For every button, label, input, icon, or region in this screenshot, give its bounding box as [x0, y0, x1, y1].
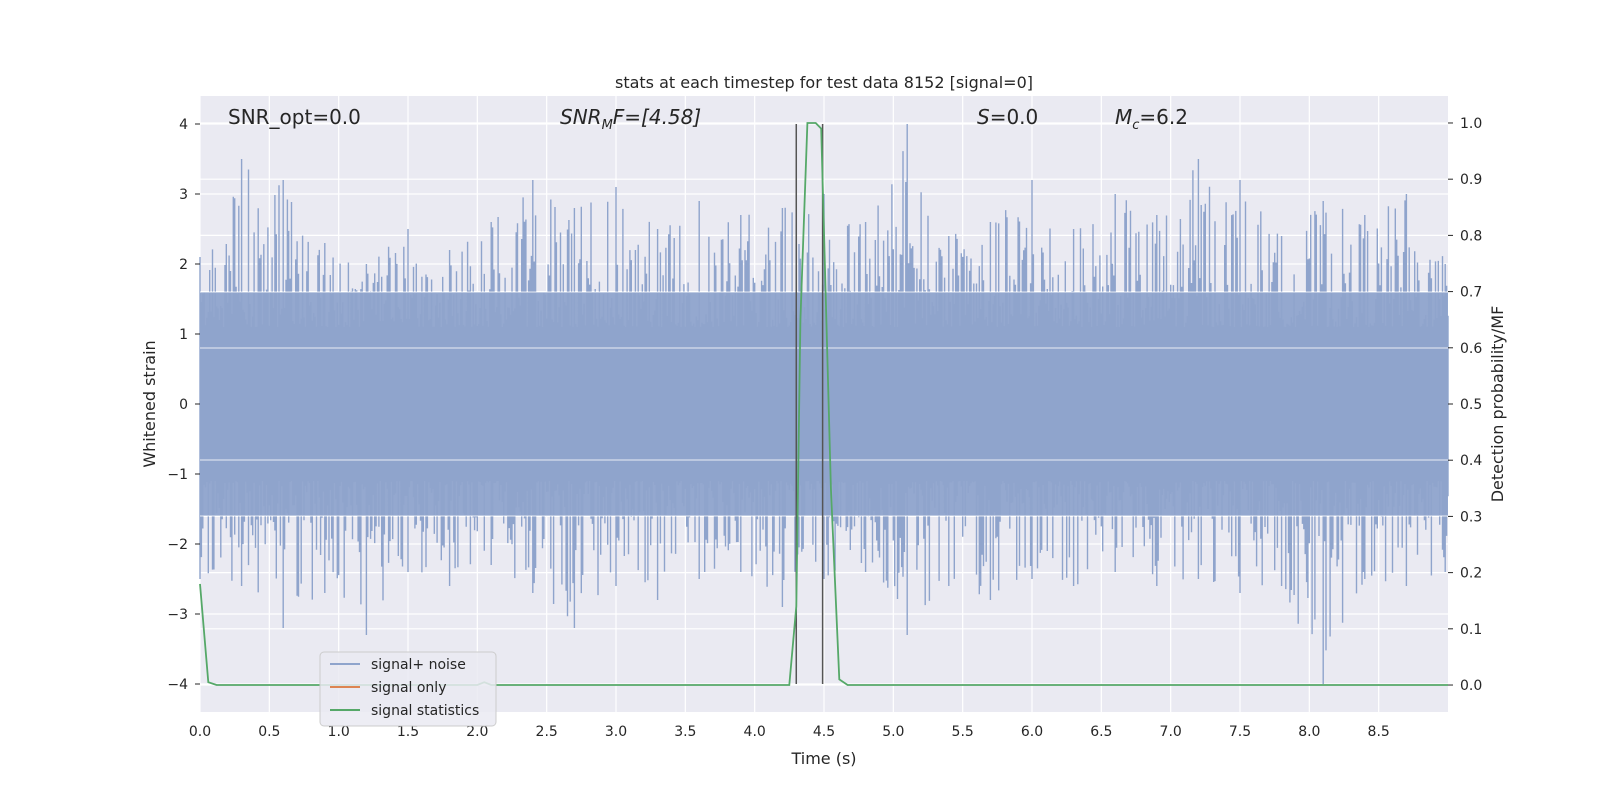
- annotation-mc-symbol: M: [1115, 105, 1132, 129]
- x-tick-label: 6.5: [1090, 724, 1112, 740]
- y-tick-label: 2: [179, 257, 188, 273]
- y2-tick-label: 0.3: [1460, 509, 1482, 525]
- annotation-snr-mf-subscript: M: [602, 118, 613, 133]
- annotation-s: S=0.0: [977, 105, 1038, 129]
- y2-tick-label: 1.0: [1460, 116, 1482, 132]
- y-tick-label: 0: [179, 397, 188, 413]
- y-tick-label: −3: [167, 607, 188, 623]
- y-tick-label: −4: [167, 677, 188, 693]
- signal-plus-noise-series: [199, 124, 1449, 684]
- annotation-mc-subscript: c: [1132, 118, 1139, 133]
- annotation-snr-mf: SNRMF=[4.58]: [560, 105, 701, 133]
- x-tick-label: 2.0: [466, 724, 488, 740]
- legend-label-signal-only: signal only: [371, 680, 446, 696]
- y2-tick-label: 0.7: [1460, 285, 1482, 301]
- chart-title: stats at each timestep for test data 815…: [615, 73, 1033, 92]
- y2-tick-label: 0.8: [1460, 228, 1482, 244]
- legend: signal+ noise signal only signal statist…: [319, 651, 497, 727]
- y2-axis-label: Detection probability/MF: [1488, 306, 1507, 503]
- y2-tick-label: 0.2: [1460, 566, 1482, 582]
- x-tick-label: 0.0: [189, 724, 211, 740]
- x-tick-label: 3.0: [605, 724, 627, 740]
- x-tick-label: 8.5: [1368, 724, 1390, 740]
- axis-ticks: 0.0 0.5 1.0 1.5 2.0 2.5 3.0 3.5 4.0 4.5 5.0 5.5 6.0 6…: [167, 116, 1482, 740]
- x-tick-label: 2.5: [536, 724, 558, 740]
- y2-tick-label: 0.6: [1460, 341, 1482, 357]
- x-tick-label: 8.0: [1298, 724, 1320, 740]
- y-tick-label: −2: [167, 537, 188, 553]
- y2-tick-label: 0.0: [1460, 678, 1482, 694]
- x-tick-label: 1.0: [328, 724, 350, 740]
- x-tick-label: 1.5: [397, 724, 419, 740]
- y-tick-label: 3: [179, 187, 188, 203]
- y-tick-label: 1: [179, 327, 188, 343]
- y2-tick-label: 0.5: [1460, 397, 1482, 413]
- x-tick-label: 7.0: [1160, 724, 1182, 740]
- y2-tick-label: 0.9: [1460, 172, 1482, 188]
- annotation-snr-mf-symbol: SNR: [560, 105, 602, 129]
- x-tick-label: 6.0: [1021, 724, 1043, 740]
- annotation-snr-mf-value: F=[4.58]: [613, 105, 701, 129]
- noise-spikes: [199, 124, 1449, 684]
- annotation-mc: Mc=6.2: [1115, 105, 1188, 133]
- x-tick-label: 5.0: [882, 724, 904, 740]
- x-axis-label: Time (s): [790, 749, 856, 768]
- x-tick-label: 4.0: [744, 724, 766, 740]
- y2-tick-label: 0.4: [1460, 453, 1482, 469]
- x-tick-label: 3.5: [674, 724, 696, 740]
- legend-box: [319, 651, 497, 727]
- y-tick-label: 4: [179, 117, 188, 133]
- annotation-s-value: =0.0: [990, 105, 1039, 129]
- y2-tick-label: 0.1: [1460, 622, 1482, 638]
- y-tick-label: −1: [167, 467, 188, 483]
- annotation-snr-opt: SNR_opt=0.0: [228, 105, 361, 129]
- x-tick-label: 7.5: [1229, 724, 1251, 740]
- legend-label-signal-noise: signal+ noise: [371, 657, 466, 673]
- x-tick-label: 0.5: [258, 724, 280, 740]
- x-tick-label: 4.5: [813, 724, 835, 740]
- x-tick-label: 5.5: [952, 724, 974, 740]
- annotation-s-symbol: S: [977, 105, 990, 129]
- legend-label-signal-statistics: signal statistics: [371, 703, 479, 719]
- y-axis-label: Whitened strain: [140, 340, 159, 467]
- annotation-mc-value: =6.2: [1139, 105, 1188, 129]
